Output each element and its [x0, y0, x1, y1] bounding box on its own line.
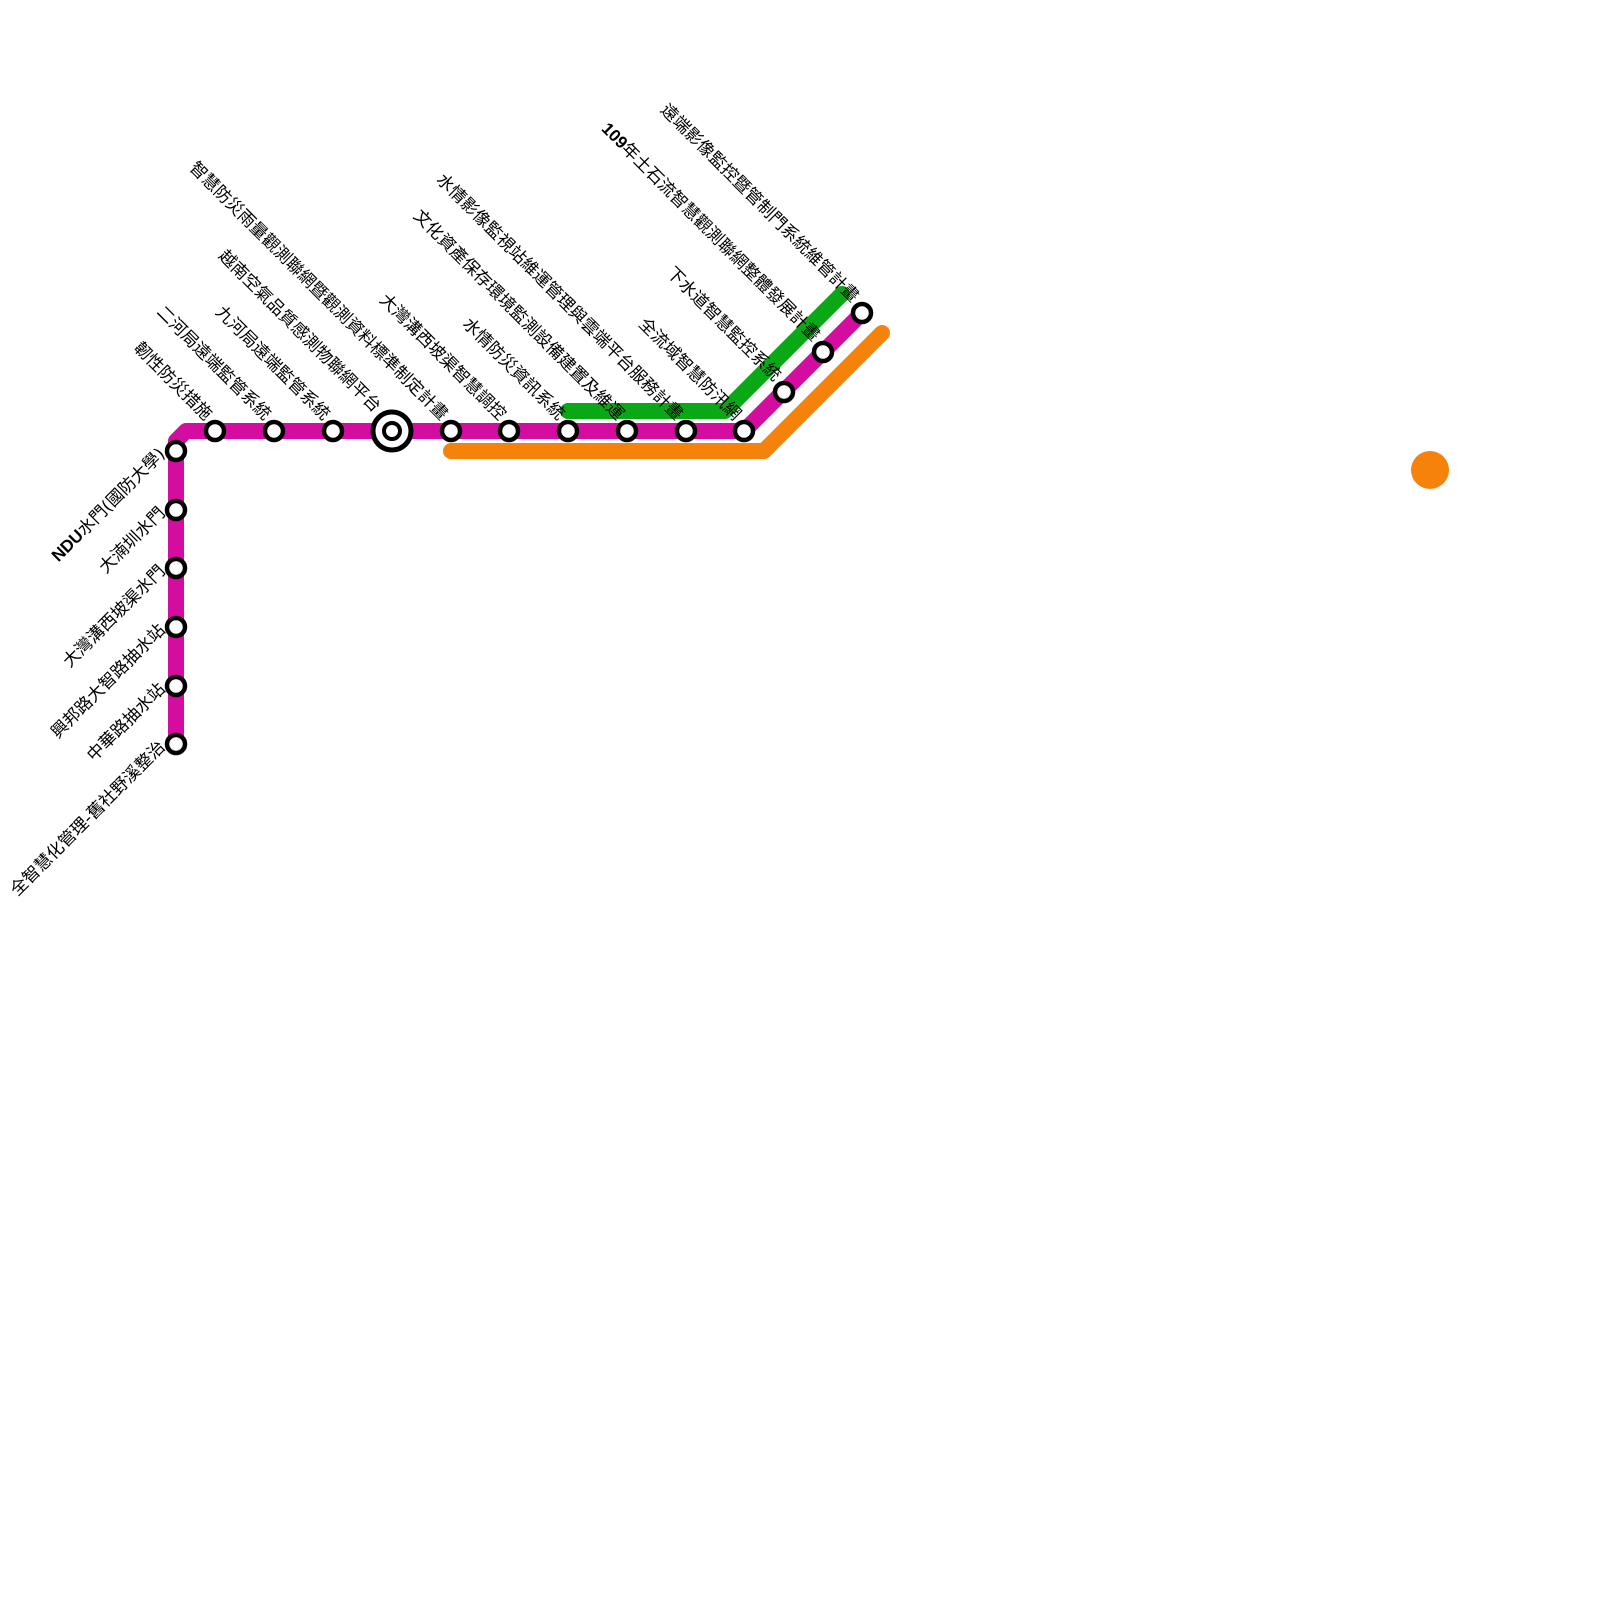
station-label-text: 興邦路大智路抽水站: [47, 620, 169, 742]
station[interactable]: [164, 615, 188, 639]
station[interactable]: [164, 439, 188, 463]
station[interactable]: [164, 556, 188, 580]
station[interactable]: [164, 498, 188, 522]
station-label: NDU水門(國防大學): [48, 444, 170, 566]
station[interactable]: [556, 419, 580, 443]
station[interactable]: [164, 674, 188, 698]
station[interactable]: [164, 732, 188, 756]
station-label: 大灣溝西坡渠水門: [59, 561, 169, 671]
station[interactable]: [732, 419, 756, 443]
station[interactable]: [321, 419, 345, 443]
station[interactable]: [615, 419, 639, 443]
station[interactable]: [203, 419, 227, 443]
green-line: [560, 286, 850, 419]
orange-terminal-dot: [1411, 451, 1449, 489]
station-label: 文化資產保存環境監測設備建置及維運: [409, 206, 627, 424]
station-label: 九河局遠端監管系統: [211, 302, 333, 424]
station-label-text: 二河局遠端監管系統: [152, 302, 274, 424]
station-label: 興邦路大智路抽水站: [47, 620, 169, 742]
station[interactable]: [674, 419, 698, 443]
station-label: 水情防災資訊系統: [458, 314, 568, 424]
station-label-text: 水情防災資訊系統: [458, 314, 568, 424]
station[interactable]: [850, 301, 874, 325]
station[interactable]: [772, 380, 796, 404]
orange-line: [443, 325, 890, 459]
station[interactable]: [811, 340, 835, 364]
station[interactable]: [497, 419, 521, 443]
station-label-text: 九河局遠端監管系統: [211, 302, 333, 424]
station-label-text: 文化資產保存環境監測設備建置及維運: [409, 206, 627, 424]
station[interactable]: [439, 419, 463, 443]
station-label-text: 大灣溝西坡渠水門: [59, 561, 169, 671]
station-label-text: 全智慧化管理-舊社野溪整治: [7, 737, 170, 900]
station[interactable]: [262, 419, 286, 443]
station-label: 二河局遠端監管系統: [152, 302, 274, 424]
station-label: 全智慧化管理-舊社野溪整治: [7, 737, 170, 900]
interchange-station-inner: [382, 421, 402, 441]
